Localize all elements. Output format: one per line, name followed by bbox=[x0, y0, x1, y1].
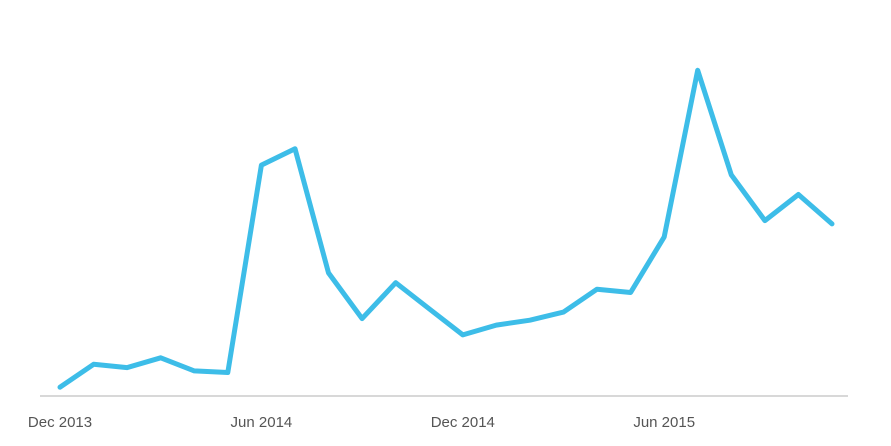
series-line bbox=[57, 67, 835, 390]
x-axis-tick-labels: Dec 2013 Jun 2014 Dec 2014 Jun 2015 bbox=[28, 414, 695, 431]
x-tick-label: Jun 2014 bbox=[231, 414, 293, 431]
x-tick-label: Dec 2013 bbox=[28, 414, 92, 431]
x-tick-label: Jun 2015 bbox=[633, 414, 695, 431]
x-tick-label: Dec 2014 bbox=[431, 414, 495, 431]
